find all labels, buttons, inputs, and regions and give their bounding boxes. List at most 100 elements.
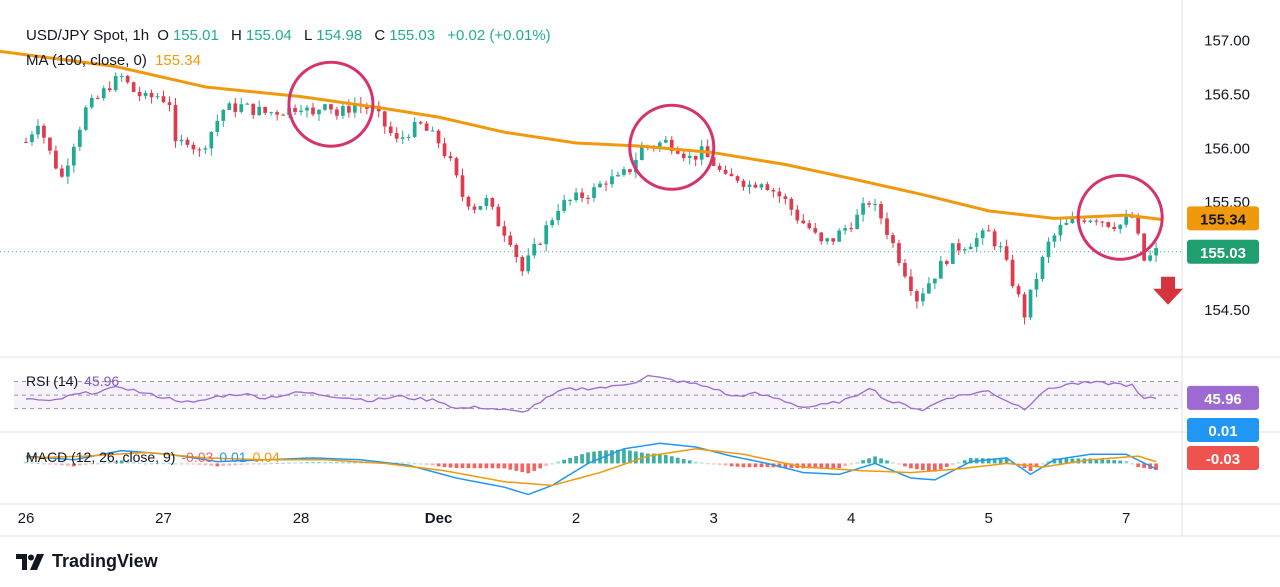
macd-histogram-bar — [1004, 458, 1009, 464]
macd-histogram-bar — [927, 463, 931, 471]
candle-body — [197, 149, 202, 151]
candle-body — [54, 150, 58, 169]
rsi-label[interactable]: RSI (14) — [26, 373, 79, 389]
candle-body — [257, 106, 262, 115]
macd-histogram-bar — [215, 463, 220, 467]
brand-name: TradingView — [52, 551, 158, 571]
macd-histogram-bar — [490, 463, 495, 469]
macd-histogram-bar — [843, 463, 848, 467]
macd-histogram-bar — [903, 463, 907, 467]
macd-histogram-bar — [723, 463, 728, 466]
candle-body — [1082, 220, 1087, 222]
candle-body — [873, 203, 877, 205]
macd-histogram-bar — [155, 463, 160, 465]
macd-line — [25, 442, 1157, 496]
candle-body — [382, 111, 387, 127]
macd-histogram-bar — [329, 462, 333, 464]
macd-histogram-bar — [651, 453, 656, 464]
badge-label: 155.03 — [1200, 245, 1246, 262]
candle-body — [496, 206, 501, 227]
candle-body — [508, 235, 513, 245]
macd-histogram-bar — [60, 463, 64, 466]
candle-body — [317, 109, 321, 115]
ma-label[interactable]: MA (100, close, 0) — [26, 52, 147, 69]
macd-histogram-bar — [191, 463, 196, 465]
candle-body — [693, 155, 698, 160]
macd-histogram-bar — [747, 463, 752, 468]
close-value: C 155.03 — [374, 27, 436, 44]
candle-body — [137, 91, 142, 97]
candle-body — [1064, 222, 1069, 225]
candle-body — [801, 220, 806, 224]
price-tick-label: 154.50 — [1204, 302, 1250, 319]
macd-label[interactable]: MACD (12, 26, close, 9) — [26, 449, 176, 465]
macd-histogram-bar — [233, 463, 238, 466]
candle-body — [998, 246, 1003, 248]
badge-box — [1187, 239, 1259, 264]
macd-histogram-bar — [257, 463, 262, 465]
candle-body — [66, 165, 70, 177]
macd-histogram-bar — [532, 463, 537, 471]
macd-histogram-bar — [645, 453, 650, 464]
macd-pane — [24, 442, 1158, 496]
candle-body — [113, 76, 118, 91]
candle-body — [986, 230, 991, 232]
candle-body — [1052, 235, 1057, 242]
candle-body — [956, 243, 961, 251]
macd-histogram-bar — [113, 461, 118, 464]
macd-histogram-bar — [604, 450, 608, 464]
candle-body — [789, 198, 794, 210]
candle-body — [550, 220, 555, 226]
candle-body — [179, 139, 184, 142]
macd-histogram-bar — [424, 463, 429, 465]
macd-histogram-bar — [1034, 463, 1039, 468]
macd-histogram-bar — [448, 463, 453, 468]
candle-body — [795, 209, 800, 221]
macd-histogram-bar — [986, 458, 991, 464]
macd-histogram-bar — [245, 463, 250, 465]
macd-histogram-bar — [992, 458, 997, 464]
candle-body — [927, 283, 931, 294]
macd-histogram-bar — [323, 462, 327, 464]
candle-body — [149, 92, 154, 98]
macd-histogram-bar — [1070, 458, 1075, 464]
candle-body — [586, 197, 590, 199]
candle-body — [962, 249, 967, 251]
macd-histogram-bar — [520, 463, 525, 473]
candle-body — [538, 243, 543, 245]
symbol-label[interactable]: USD/JPY Spot, 1h — [26, 27, 150, 44]
macd-histogram-bar — [628, 450, 632, 464]
candle-body — [353, 104, 357, 113]
candle-body — [1058, 224, 1063, 236]
highlight-circle — [287, 60, 375, 148]
macd-histogram-bar — [915, 463, 919, 470]
candle-body — [406, 136, 411, 138]
candle-body — [119, 75, 124, 77]
rsi-pane — [14, 374, 1182, 413]
macd-histogram-bar — [341, 461, 345, 464]
macd-histogram-bar — [508, 463, 513, 470]
time-tick-label: Dec — [425, 510, 453, 527]
macd-histogram-bar — [125, 461, 130, 464]
candle-body — [729, 173, 734, 177]
candle-body — [1094, 220, 1099, 222]
candle-body — [1100, 221, 1105, 223]
candle-body — [562, 200, 566, 211]
macd-histogram-bar — [616, 449, 620, 464]
candle-body — [251, 103, 256, 115]
macd-histogram-bar — [24, 461, 28, 464]
macd-histogram-bar — [741, 463, 746, 468]
candle-body — [155, 96, 160, 98]
candle-body — [42, 125, 46, 138]
tradingview-logo[interactable]: TradingView — [16, 551, 158, 572]
macd-histogram-bar — [873, 456, 877, 464]
candle-body — [394, 133, 399, 139]
candle-body — [77, 129, 82, 147]
histogram-value: 0.04 — [252, 449, 280, 465]
candle-body — [275, 112, 279, 115]
annotations — [287, 60, 1184, 305]
macd-histogram-bar — [305, 461, 309, 464]
candle-body — [48, 137, 52, 151]
candle-body — [867, 203, 871, 205]
